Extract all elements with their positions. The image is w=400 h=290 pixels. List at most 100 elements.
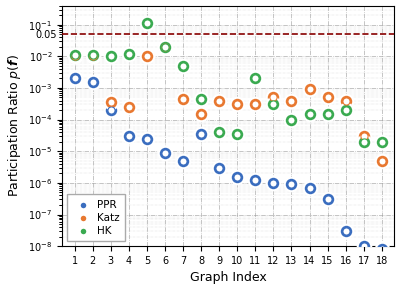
Point	[360, 244, 367, 249]
Katz	[126, 105, 132, 109]
Point	[162, 44, 168, 49]
Point	[72, 54, 78, 59]
Point	[90, 52, 96, 57]
HK	[288, 117, 295, 122]
Point	[162, 150, 168, 155]
Point	[108, 100, 114, 105]
Point	[378, 139, 385, 144]
Point	[216, 98, 222, 103]
HK	[198, 97, 204, 101]
PPR	[216, 165, 222, 170]
HK	[360, 139, 367, 144]
Point	[270, 181, 277, 185]
PPR	[324, 197, 331, 202]
Point	[198, 132, 204, 136]
Katz	[360, 134, 367, 138]
Point	[108, 108, 114, 112]
Point	[72, 76, 78, 81]
Point	[234, 132, 240, 136]
Point	[126, 105, 132, 109]
Katz	[306, 87, 313, 92]
HK	[144, 21, 150, 26]
Point	[252, 102, 258, 107]
Point	[198, 112, 204, 116]
Point	[288, 117, 295, 122]
Point	[144, 21, 150, 26]
Point	[360, 134, 367, 138]
PPR	[162, 150, 168, 155]
PPR	[90, 80, 96, 85]
Point	[360, 139, 367, 144]
Katz	[72, 54, 78, 59]
Point	[180, 64, 186, 68]
PPR	[306, 185, 313, 190]
Point	[216, 165, 222, 170]
Y-axis label: Participation Ratio $p(\boldsymbol{f})$: Participation Ratio $p(\boldsymbol{f})$	[6, 55, 22, 197]
Point	[234, 102, 240, 107]
Katz	[288, 98, 295, 103]
PPR	[126, 134, 132, 138]
Katz	[342, 98, 349, 103]
Point	[306, 87, 313, 92]
Point	[270, 95, 277, 100]
Point	[108, 54, 114, 59]
Point	[72, 52, 78, 57]
Point	[378, 247, 385, 251]
Point	[162, 44, 168, 49]
HK	[162, 44, 168, 49]
HK	[378, 139, 385, 144]
HK	[216, 130, 222, 135]
Katz	[198, 112, 204, 116]
PPR	[180, 158, 186, 163]
HK	[72, 52, 78, 57]
Katz	[324, 95, 331, 100]
Point	[270, 102, 277, 107]
PPR	[270, 181, 277, 185]
PPR	[342, 229, 349, 233]
Point	[288, 98, 295, 103]
HK	[234, 132, 240, 136]
Point	[306, 185, 313, 190]
PPR	[72, 76, 78, 81]
HK	[108, 54, 114, 59]
Katz	[378, 158, 385, 163]
Point	[378, 158, 385, 163]
PPR	[252, 178, 258, 183]
X-axis label: Graph Index: Graph Index	[190, 271, 267, 284]
HK	[324, 112, 331, 116]
PPR	[360, 244, 367, 249]
HK	[126, 51, 132, 56]
Legend: PPR, Katz, HK: PPR, Katz, HK	[67, 194, 125, 241]
Point	[342, 229, 349, 233]
PPR	[378, 247, 385, 251]
HK	[180, 64, 186, 68]
Point	[180, 97, 186, 101]
Katz	[90, 54, 96, 59]
Point	[144, 54, 150, 59]
Point	[324, 112, 331, 116]
Point	[198, 97, 204, 101]
HK	[90, 52, 96, 57]
Katz	[162, 44, 168, 49]
Point	[306, 112, 313, 116]
Point	[324, 197, 331, 202]
Katz	[216, 98, 222, 103]
Katz	[270, 95, 277, 100]
Point	[324, 95, 331, 100]
Point	[342, 98, 349, 103]
Katz	[144, 54, 150, 59]
Point	[90, 54, 96, 59]
HK	[306, 112, 313, 116]
Katz	[180, 97, 186, 101]
Point	[252, 178, 258, 183]
Point	[90, 80, 96, 85]
Katz	[108, 100, 114, 105]
PPR	[144, 136, 150, 141]
PPR	[108, 108, 114, 112]
Point	[180, 158, 186, 163]
HK	[342, 108, 349, 112]
Point	[216, 130, 222, 135]
Point	[126, 134, 132, 138]
Point	[126, 51, 132, 56]
HK	[270, 102, 277, 107]
